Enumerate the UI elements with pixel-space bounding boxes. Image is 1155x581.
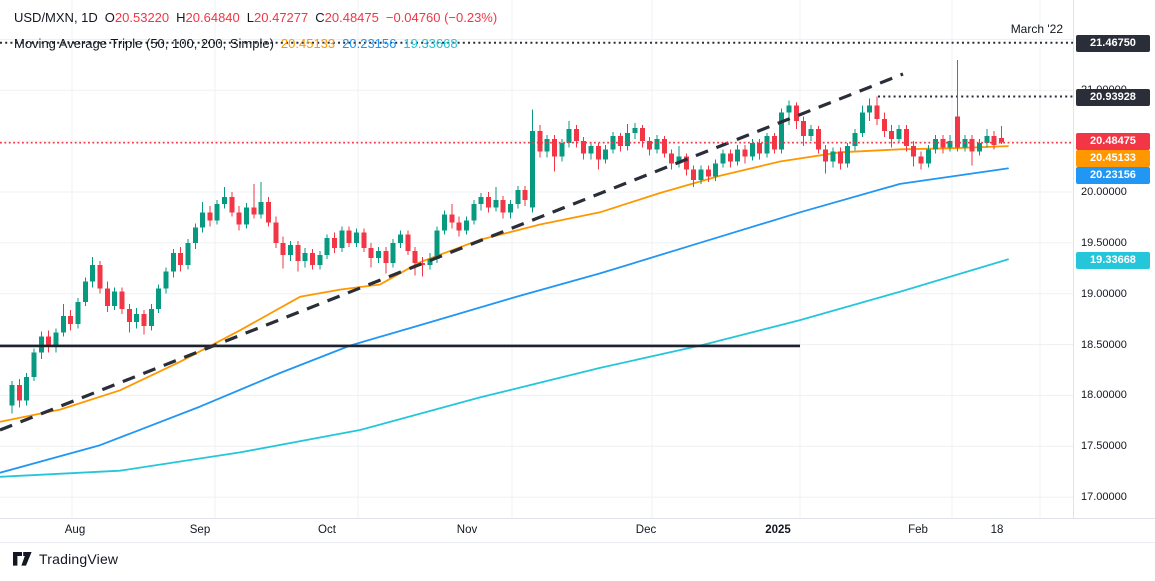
price-label-box: 20.48475 <box>1076 132 1150 150</box>
time-axis-label: Aug <box>64 524 86 536</box>
tradingview-logo-icon[interactable] <box>13 552 32 566</box>
price-label-box: 21.46750 <box>1076 34 1150 52</box>
time-axis-label: Dec <box>635 524 657 536</box>
price-label-box: 20.45133 <box>1076 149 1150 167</box>
symbol-title[interactable]: USD/MXN, 1D <box>14 10 98 25</box>
price-change: −0.04760 (−0.23%) <box>385 10 498 25</box>
symbol-legend-row[interactable]: USD/MXN, 1D O20.53220 H20.64840 L20.4727… <box>14 9 497 26</box>
price-axis-label: 19.00000 <box>1081 287 1127 300</box>
price-label-box: 20.23156 <box>1076 166 1150 184</box>
ohlc-high: H20.64840 <box>176 10 240 25</box>
time-axis-label: Sep <box>189 524 211 536</box>
ohlc-low: L20.47277 <box>246 10 309 25</box>
chart-pane[interactable]: USD/MXN, 1D O20.53220 H20.64840 L20.4727… <box>0 0 1073 518</box>
tradingview-brand-text[interactable]: TradingView <box>39 551 119 567</box>
price-label-box: 19.33668 <box>1076 251 1150 269</box>
price-label-box: 20.93928 <box>1076 88 1150 106</box>
time-axis[interactable]: Aug Sep Oct Nov Dec 2025 Feb 18 <box>0 518 1155 543</box>
sma50-value: 20.45133 <box>280 36 336 51</box>
time-axis-label: 2025 <box>765 524 791 536</box>
march-22-annotation: March '22 <box>1010 22 1063 36</box>
ohlc-close: C20.48475 <box>315 10 379 25</box>
indicator-legend-row[interactable]: Moving Average Triple (50, 100, 200, Sim… <box>14 35 497 52</box>
price-axis[interactable]: 21.0000020.0000019.5000019.0000018.50000… <box>1073 0 1155 541</box>
time-axis-label: Oct <box>318 524 336 536</box>
sma200-value: 19.33668 <box>403 36 458 51</box>
price-chart[interactable] <box>0 0 1073 518</box>
indicator-title[interactable]: Moving Average Triple (50, 100, 200, Sim… <box>14 36 274 51</box>
price-axis-label: 19.50000 <box>1081 236 1127 249</box>
sma100-value: 20.23156 <box>342 36 397 51</box>
ohlc-open: O20.53220 <box>104 10 170 25</box>
time-axis-label: 18 <box>990 524 1004 536</box>
price-axis-label: 18.50000 <box>1081 338 1127 351</box>
time-axis-label: Feb <box>908 524 928 536</box>
price-axis-label: 17.50000 <box>1081 440 1127 453</box>
time-axis-label: Nov <box>456 524 478 536</box>
footer: TradingView <box>13 551 118 567</box>
price-axis-label: 18.00000 <box>1081 389 1127 402</box>
price-axis-label: 17.00000 <box>1081 491 1127 504</box>
chart-legend: USD/MXN, 1D O20.53220 H20.64840 L20.4727… <box>14 9 497 52</box>
price-axis-label: 20.00000 <box>1081 186 1127 198</box>
